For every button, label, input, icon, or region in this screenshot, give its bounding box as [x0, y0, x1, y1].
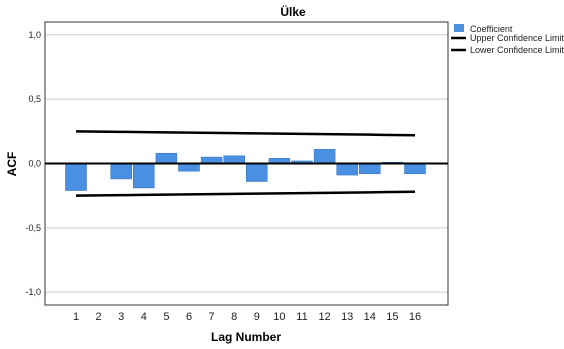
acf-bar — [133, 163, 155, 189]
y-tick-label: -1,0 — [25, 287, 41, 297]
upper-confidence-line — [75, 130, 416, 137]
gridlines — [45, 34, 448, 293]
x-tick-label: 8 — [231, 311, 237, 323]
acf-bar — [404, 163, 426, 175]
x-tick-label: 16 — [409, 311, 421, 323]
x-tick-label: 1 — [73, 311, 79, 323]
x-tick-label: 14 — [364, 311, 376, 323]
y-axis-ticks: 1,0 0,5 0,0 -0,5 -1,0 — [25, 30, 41, 297]
x-tick-label: 5 — [163, 311, 169, 323]
x-tick-label: 7 — [209, 311, 215, 323]
legend-label: Upper Confidence Limit — [470, 33, 564, 43]
acf-bar — [336, 163, 358, 176]
x-tick-label: 3 — [118, 311, 124, 323]
y-tick-label: 0,5 — [28, 94, 41, 104]
y-tick-label: 1,0 — [28, 30, 41, 40]
lower-confidence-line — [75, 190, 416, 197]
legend-label: Coefficient — [470, 24, 513, 34]
acf-bar — [223, 155, 245, 164]
x-tick-label: 10 — [273, 311, 285, 323]
acf-bar — [65, 163, 87, 191]
x-tick-label: 9 — [254, 311, 260, 323]
x-axis-title: Lag Number — [211, 330, 281, 344]
x-tick-label: 6 — [186, 311, 192, 323]
acf-bar — [110, 163, 132, 180]
acf-bar — [246, 163, 268, 182]
x-tick-label: 15 — [386, 311, 398, 323]
y-axis-title: ACF — [5, 152, 19, 177]
x-tick-label: 4 — [141, 311, 147, 323]
acf-bar — [178, 163, 200, 172]
legend-label: Lower Confidence Limit — [470, 45, 564, 55]
x-tick-label: 12 — [318, 311, 330, 323]
acf-bar — [313, 149, 336, 164]
acf-bar — [359, 163, 381, 175]
confidence-limits — [75, 130, 416, 197]
y-tick-label: 0,0 — [28, 159, 41, 169]
x-tick-label: 13 — [341, 311, 353, 323]
legend-swatch-coefficient — [454, 24, 464, 32]
x-axis-ticks: 1 2 3 4 5 6 7 8 9 10 11 12 13 14 15 16 — [73, 311, 421, 323]
acf-bar — [155, 152, 178, 164]
acf-bars — [65, 149, 426, 191]
x-tick-label: 11 — [296, 311, 307, 323]
chart-title: Ülke — [280, 4, 306, 19]
y-tick-label: -0,5 — [25, 223, 41, 233]
x-tick-label: 2 — [96, 311, 102, 323]
